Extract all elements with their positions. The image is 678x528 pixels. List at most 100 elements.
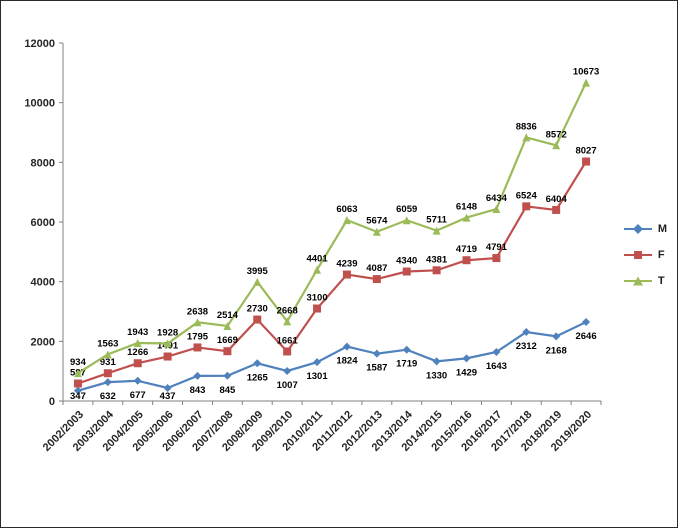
data-label-M: 845 [219, 385, 236, 396]
data-point-marker [372, 275, 381, 284]
data-label-F: 931 [100, 357, 117, 368]
data-label-T: 6148 [456, 202, 477, 213]
data-point-marker [313, 265, 322, 274]
data-point-marker [133, 359, 142, 368]
data-point-marker [223, 371, 232, 380]
data-point-marker [582, 78, 591, 87]
data-point-marker [103, 369, 112, 378]
data-label-M: 2312 [516, 341, 537, 352]
data-point-marker [313, 358, 322, 367]
data-label-F: 1669 [217, 335, 238, 346]
data-point-marker [522, 202, 531, 211]
data-point-marker [402, 216, 411, 225]
data-label-T: 1943 [127, 327, 148, 338]
data-point-marker [462, 354, 471, 363]
data-point-marker [522, 328, 531, 337]
data-point-marker [492, 205, 501, 214]
y-axis-label: 10000 [24, 98, 55, 110]
data-point-marker [552, 205, 561, 214]
data-label-T: 8572 [546, 129, 567, 140]
data-label-M: 2168 [546, 345, 567, 356]
data-point-marker [462, 256, 471, 265]
data-point-marker [253, 359, 262, 368]
data-label-M: 1587 [366, 363, 387, 374]
data-point-marker [342, 216, 351, 225]
series-T-line [77, 82, 588, 375]
data-label-T: 5711 [426, 215, 447, 226]
data-label-F: 6524 [516, 190, 538, 201]
data-label-T: 2668 [277, 305, 298, 316]
data-point-marker [342, 270, 351, 279]
data-point-marker [163, 352, 172, 361]
data-point-marker [283, 347, 292, 356]
y-axis-label: 12000 [24, 38, 55, 50]
data-point-marker [193, 371, 202, 380]
data-label-T: 8836 [516, 121, 537, 132]
data-label-M: 1719 [396, 359, 417, 370]
data-point-marker [552, 332, 561, 341]
data-label-M: 1429 [456, 367, 477, 378]
data-label-T: 6063 [336, 204, 357, 215]
legend-label-f: F [657, 249, 665, 261]
data-point-marker [283, 366, 292, 375]
data-point-marker [133, 376, 142, 385]
data-point-marker [313, 304, 322, 313]
data-point-marker [582, 157, 591, 166]
data-point-marker [342, 342, 351, 351]
data-label-T: 1563 [97, 338, 118, 349]
data-point-marker [432, 357, 441, 366]
y-axis-label: 6000 [31, 217, 55, 229]
data-label-T: 934 [70, 357, 87, 368]
data-label-T: 4401 [306, 254, 328, 265]
data-point-marker [492, 254, 501, 263]
data-label-F: 4791 [486, 242, 508, 253]
data-point-marker [163, 339, 172, 348]
data-point-marker [253, 315, 262, 324]
data-point-marker [133, 339, 142, 348]
legend-marker-t-icon [623, 276, 652, 286]
data-label-F: 8027 [575, 146, 596, 157]
data-label-F: 4340 [396, 256, 417, 267]
legend-item-m: M [623, 223, 667, 235]
data-label-M: 1824 [336, 356, 358, 367]
data-point-marker [552, 141, 561, 150]
data-point-marker [103, 350, 112, 359]
data-label-T: 1928 [157, 327, 178, 338]
data-point-marker [432, 226, 441, 235]
legend-item-f: F [623, 249, 667, 261]
series-F-line [77, 160, 587, 385]
data-label-M: 1330 [426, 370, 447, 381]
data-label-F: 3100 [306, 293, 327, 304]
data-point-marker [462, 213, 471, 222]
data-label-T: 10673 [573, 67, 599, 78]
data-point-marker [223, 347, 232, 356]
data-point-marker [582, 318, 591, 327]
data-label-F: 4381 [426, 254, 448, 265]
data-label-T: 2514 [217, 310, 239, 321]
data-label-F: 1661 [277, 335, 299, 346]
data-point-marker [492, 347, 501, 356]
data-label-M: 1265 [247, 372, 269, 383]
y-axis-label: 2000 [31, 336, 55, 348]
data-point-marker [73, 379, 82, 388]
data-label-M: 1643 [486, 361, 507, 372]
data-label-F: 4239 [336, 259, 357, 270]
data-point-marker [223, 321, 232, 330]
data-label-M: 1301 [306, 371, 328, 382]
data-label-M: 843 [190, 385, 206, 396]
data-label-M: 2646 [575, 331, 596, 342]
legend: M F T [623, 223, 667, 287]
data-label-M: 437 [160, 391, 176, 402]
data-label-T: 6059 [396, 204, 417, 215]
data-point-marker [432, 266, 441, 275]
legend-label-m: M [657, 223, 667, 235]
data-point-marker [103, 378, 112, 387]
data-point-marker [193, 343, 202, 352]
data-label-F: 2730 [247, 304, 268, 315]
data-label-M: 677 [130, 390, 146, 401]
legend-label-t: T [657, 275, 665, 287]
data-point-marker [283, 317, 292, 326]
data-label-F: 6404 [546, 194, 568, 205]
legend-marker-f-icon [623, 251, 652, 259]
